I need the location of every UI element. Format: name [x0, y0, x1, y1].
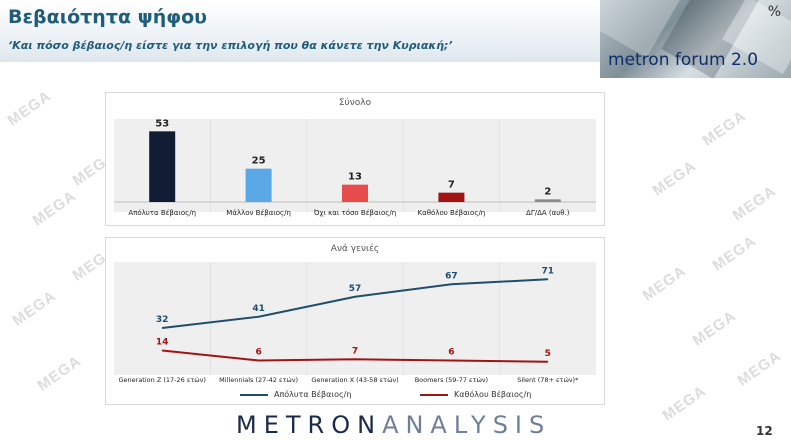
watermark: MEGA	[34, 352, 85, 395]
bar-value-label: 2	[544, 186, 551, 197]
x-tick-label: Generation X (43-58 ετών)	[311, 376, 398, 384]
watermark: MEGA	[639, 262, 690, 305]
x-tick-label: Millennials (27-42 ετών)	[219, 376, 298, 384]
legend-label: Καθόλου Βέβαιος/η	[454, 390, 532, 399]
data-label: 67	[445, 271, 458, 281]
bar-value-label: 13	[348, 172, 362, 183]
watermark: MEGA	[734, 347, 785, 390]
watermark: MEGA	[689, 307, 740, 350]
data-point	[547, 278, 549, 280]
legend-label: Απόλυτα Βέβαιος/η	[274, 390, 352, 399]
bar-chart-title: Σύνολο	[338, 98, 372, 108]
data-label: 6	[448, 348, 454, 358]
data-point	[547, 361, 549, 363]
bar	[438, 192, 465, 202]
page-subtitle: ‘Και πόσο βέβαιος/η είστε για την επιλογ…	[8, 39, 453, 52]
page-title: Βεβαιότητα ψήφου	[8, 6, 207, 28]
brand-part-1: METRON	[236, 411, 383, 439]
data-label: 5	[545, 349, 551, 359]
watermark: MEGA	[649, 157, 700, 200]
logo-text: metron forum 2.0	[608, 50, 759, 70]
bar-chart-panel: Σύνολο 53 Απόλυτα Βέβαιος/η 25 Μάλλον Βέβαι…	[105, 92, 605, 226]
metron-forum-logo: % metron forum 2.0	[600, 0, 791, 78]
data-point	[450, 360, 452, 361]
data-point	[161, 327, 163, 329]
watermark: MEGA	[9, 287, 60, 330]
x-tick-label: Όχι και τόσο Βέβαιος/η	[313, 209, 396, 217]
data-label: 32	[156, 315, 169, 325]
bar-value-label: 53	[155, 118, 169, 129]
x-tick-label: Boomers (59-77 ετών)	[415, 376, 488, 384]
x-tick-label: Απόλυτα Βέβαιος/η	[128, 209, 196, 217]
data-label: 71	[542, 266, 555, 276]
data-label: 14	[156, 338, 169, 348]
data-label: 6	[255, 348, 261, 358]
legend-item-absolutely-sure: Απόλυτα Βέβαιος/η	[240, 390, 351, 399]
data-label: 7	[352, 346, 358, 356]
data-point	[161, 350, 163, 351]
page-number: 12	[756, 424, 773, 438]
legend-swatch	[240, 393, 268, 396]
watermark: MEGA	[659, 382, 710, 425]
bar	[245, 168, 272, 202]
watermark: MEGA	[699, 107, 750, 150]
header-band	[0, 0, 600, 62]
data-point	[354, 358, 356, 360]
watermark: MEGA	[4, 87, 55, 130]
data-point	[258, 360, 260, 361]
bar	[149, 131, 176, 202]
percent-symbol: %	[767, 4, 781, 20]
bar	[342, 184, 368, 202]
bar-chart-svg: 53 Απόλυτα Βέβαιος/η 25 Μάλλον Βέβαιος/η 13 Ό…	[114, 118, 596, 217]
data-point	[450, 283, 452, 285]
line-chart-title: Ανά γενιές	[330, 244, 380, 254]
watermark: MEGA	[709, 232, 760, 275]
data-point	[354, 296, 356, 298]
data-point	[258, 316, 260, 318]
data-label: 57	[349, 284, 362, 294]
bar-value-label: 25	[252, 156, 266, 167]
watermark: MEGA	[729, 182, 780, 225]
x-tick-label: Silent (78+ ετών)*	[517, 376, 579, 384]
bar-value-label: 7	[448, 180, 455, 191]
bar	[534, 199, 561, 202]
metron-analysis-logo: METRONANALYSIS	[236, 411, 551, 439]
x-tick-label: Generation Z (17-26 ετών)	[119, 376, 206, 384]
x-tick-label: ΔΓ/ΔΑ (αυθ.)	[526, 209, 570, 217]
brand-part-2: ANALYSIS	[382, 411, 552, 439]
legend-item-not-sure: Καθόλου Βέβαιος/η	[420, 390, 531, 399]
x-tick-label: Καθόλου Βέβαιος/η	[418, 209, 486, 217]
watermark: MEGA	[29, 187, 80, 230]
x-tick-label: Μάλλον Βέβαιος/η	[226, 209, 291, 217]
line-chart-panel: Ανά γενιές 32 41 57 67 71 14 6 7 6 5 Generation Z …	[105, 237, 605, 405]
legend-swatch	[420, 393, 448, 396]
data-label: 41	[252, 304, 265, 314]
